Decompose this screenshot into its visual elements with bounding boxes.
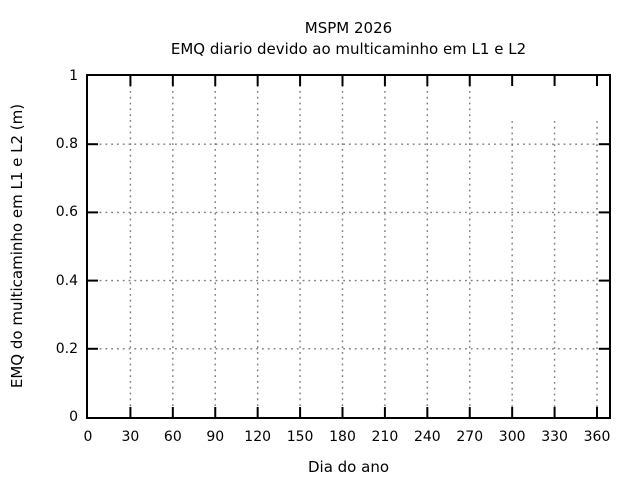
x-tick-label: 120 bbox=[244, 429, 272, 445]
y-tick-label: 0.8 bbox=[55, 136, 78, 153]
x-tick-label: 90 bbox=[206, 429, 225, 445]
y-tick-label: 0.2 bbox=[55, 340, 78, 357]
x-tick-label: 360 bbox=[583, 429, 611, 445]
x-axis-title: Dia do ano bbox=[307, 458, 390, 476]
x-tick-label: 0 bbox=[83, 429, 93, 445]
y-tick-label: 1 bbox=[69, 68, 78, 84]
plot-area bbox=[86, 74, 611, 419]
y-tick-label: 0 bbox=[69, 409, 78, 425]
y-tick-label: 0.6 bbox=[55, 204, 78, 221]
chart-subtitle: EMQ diario devido ao multicaminho em L1 … bbox=[170, 40, 527, 58]
x-tick-label: 180 bbox=[329, 429, 356, 445]
x-tick-label: 60 bbox=[163, 429, 182, 445]
x-tick-labels: 0 30 60 90 120 150 180 210 240 270 300 330 360 bbox=[0, 428, 640, 446]
x-tick-label: 240 bbox=[413, 429, 441, 445]
x-tick-label: 30 bbox=[121, 429, 140, 445]
x-tick-label: 150 bbox=[286, 429, 314, 445]
x-tick-label: 270 bbox=[456, 429, 484, 445]
y-tick-label: 0.4 bbox=[55, 272, 78, 289]
x-tick-label: 330 bbox=[541, 429, 568, 445]
y-tick-labels: 0 0.2 0.4 0.6 0.8 1 bbox=[0, 0, 78, 480]
chart-title-block: MSPM 2026 EMQ diario devido ao multicami… bbox=[86, 18, 611, 60]
chart-title: MSPM 2026 bbox=[304, 19, 393, 37]
plot-canvas bbox=[88, 76, 609, 417]
x-tick-label: 210 bbox=[371, 429, 399, 445]
x-tick-label: 300 bbox=[498, 429, 526, 445]
